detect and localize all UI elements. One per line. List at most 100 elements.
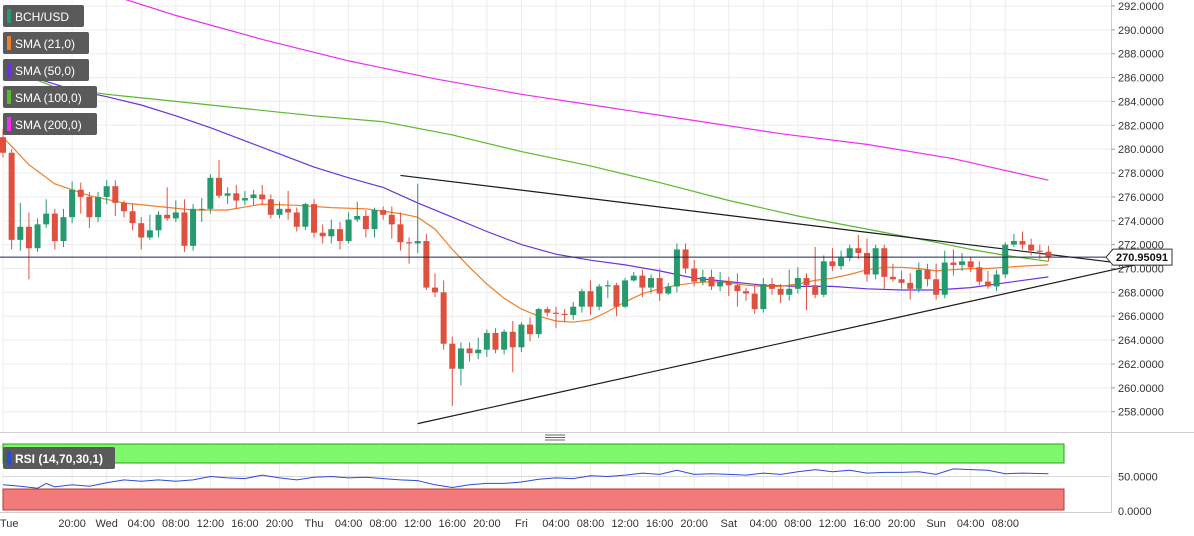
candle — [492, 328, 499, 354]
rsi-tick-label: 50.0000 — [1118, 472, 1158, 484]
candle-body — [777, 288, 784, 295]
candle-body — [872, 248, 879, 275]
candle-body — [604, 285, 611, 287]
candle — [527, 317, 534, 342]
price-tick-label: 280.0000 — [1118, 144, 1164, 156]
candle-body — [708, 276, 715, 287]
candle — [362, 210, 369, 238]
legend-sma200-label: SMA (200,0) — [15, 118, 82, 132]
candle — [976, 261, 983, 286]
time-tick-label: 12:00 — [819, 518, 847, 530]
candle-body — [198, 208, 205, 210]
candle — [51, 208, 58, 250]
candle-body — [336, 229, 343, 242]
candle-body — [829, 261, 836, 267]
time-tick-label: 08:00 — [162, 518, 190, 530]
time-tick-label: 20:00 — [680, 518, 708, 530]
price-tick-label: 272.0000 — [1118, 240, 1164, 252]
candle — [578, 288, 585, 313]
candle-body — [103, 186, 110, 197]
candle — [198, 198, 205, 222]
candle-body — [561, 313, 568, 316]
rsi-tick-label: 0.0000 — [1118, 506, 1152, 518]
legend-sma50[interactable]: SMA (50,0) — [3, 59, 89, 81]
candle — [725, 276, 732, 296]
time-tick-label: 04:00 — [335, 518, 363, 530]
legend-symbol[interactable]: BCH/USD — [3, 5, 84, 27]
candle-body — [717, 281, 724, 287]
price-tick-label: 260.0000 — [1118, 383, 1164, 395]
candle-body — [302, 204, 309, 227]
candle — [786, 269, 793, 301]
candle — [889, 263, 896, 282]
time-tick-label: 12:00 — [404, 518, 432, 530]
candle — [544, 306, 551, 317]
sma200-line — [124, 0, 1049, 181]
sma100-swatch — [7, 90, 11, 104]
candle-body — [881, 248, 888, 277]
candle — [596, 284, 603, 311]
rsi-series — [2, 468, 1049, 489]
candle-body — [354, 216, 361, 220]
candle-body — [751, 293, 758, 310]
candle — [717, 272, 724, 292]
candle — [103, 180, 110, 205]
price-tick-label: 286.0000 — [1118, 73, 1164, 85]
candle — [380, 206, 387, 220]
price-tick-label: 284.0000 — [1118, 96, 1164, 108]
candle-body — [786, 288, 793, 295]
candle — [838, 250, 845, 270]
legend-sma21[interactable]: SMA (21,0) — [3, 32, 89, 54]
price-tick-label: 276.0000 — [1118, 192, 1164, 204]
candle-body — [34, 224, 41, 249]
candle — [224, 187, 231, 205]
candle — [112, 180, 119, 216]
legend: BCH/USD SMA (21,0) SMA (50,0) SMA (100,0… — [3, 5, 115, 469]
time-tick-label: Fri — [515, 518, 528, 530]
candle — [311, 199, 318, 238]
candle-body — [691, 268, 698, 282]
candle — [993, 269, 1000, 292]
candle — [734, 273, 741, 307]
candle-body — [933, 279, 940, 295]
price-tick-label: 274.0000 — [1118, 216, 1164, 228]
candle-body — [483, 332, 490, 350]
candle-body — [889, 276, 896, 280]
legend-sma200[interactable]: SMA (200,0) — [3, 113, 97, 135]
candle-body — [25, 226, 32, 249]
candle-body — [760, 284, 767, 310]
candle-body — [794, 278, 801, 289]
legend-rsi[interactable]: RSI (14,70,30,1) — [3, 447, 115, 469]
candle — [233, 184, 240, 209]
candle — [950, 249, 957, 276]
candle-body — [984, 281, 991, 287]
price-tick-label: 264.0000 — [1118, 335, 1164, 347]
sma21-swatch — [7, 36, 11, 50]
candle-body — [656, 278, 663, 294]
candle-body — [259, 194, 266, 200]
candle — [898, 270, 905, 289]
time-tick-label: Sat — [721, 518, 738, 530]
time-tick-label: 20:00 — [266, 518, 294, 530]
time-tick-label: 08:00 — [784, 518, 812, 530]
candle — [259, 184, 266, 206]
rsi-axis: 0.0000 50.0000 — [1118, 472, 1158, 519]
candle — [0, 128, 6, 158]
price-tick-label: 282.0000 — [1118, 120, 1164, 132]
candle — [648, 274, 654, 294]
candle — [423, 233, 430, 290]
candle-body — [146, 230, 153, 238]
candle — [967, 256, 974, 273]
candle-body — [846, 248, 853, 258]
legend-sma50-label: SMA (50,0) — [15, 64, 75, 78]
candle — [656, 268, 663, 301]
legend-symbol-label: BCH/USD — [15, 10, 69, 24]
candle — [25, 212, 32, 280]
candle-body — [423, 241, 430, 288]
time-tick-label: 12:00 — [197, 518, 225, 530]
legend-sma100[interactable]: SMA (100,0) — [3, 86, 97, 108]
candle — [120, 200, 127, 218]
pane-resize-handle[interactable] — [545, 434, 565, 441]
